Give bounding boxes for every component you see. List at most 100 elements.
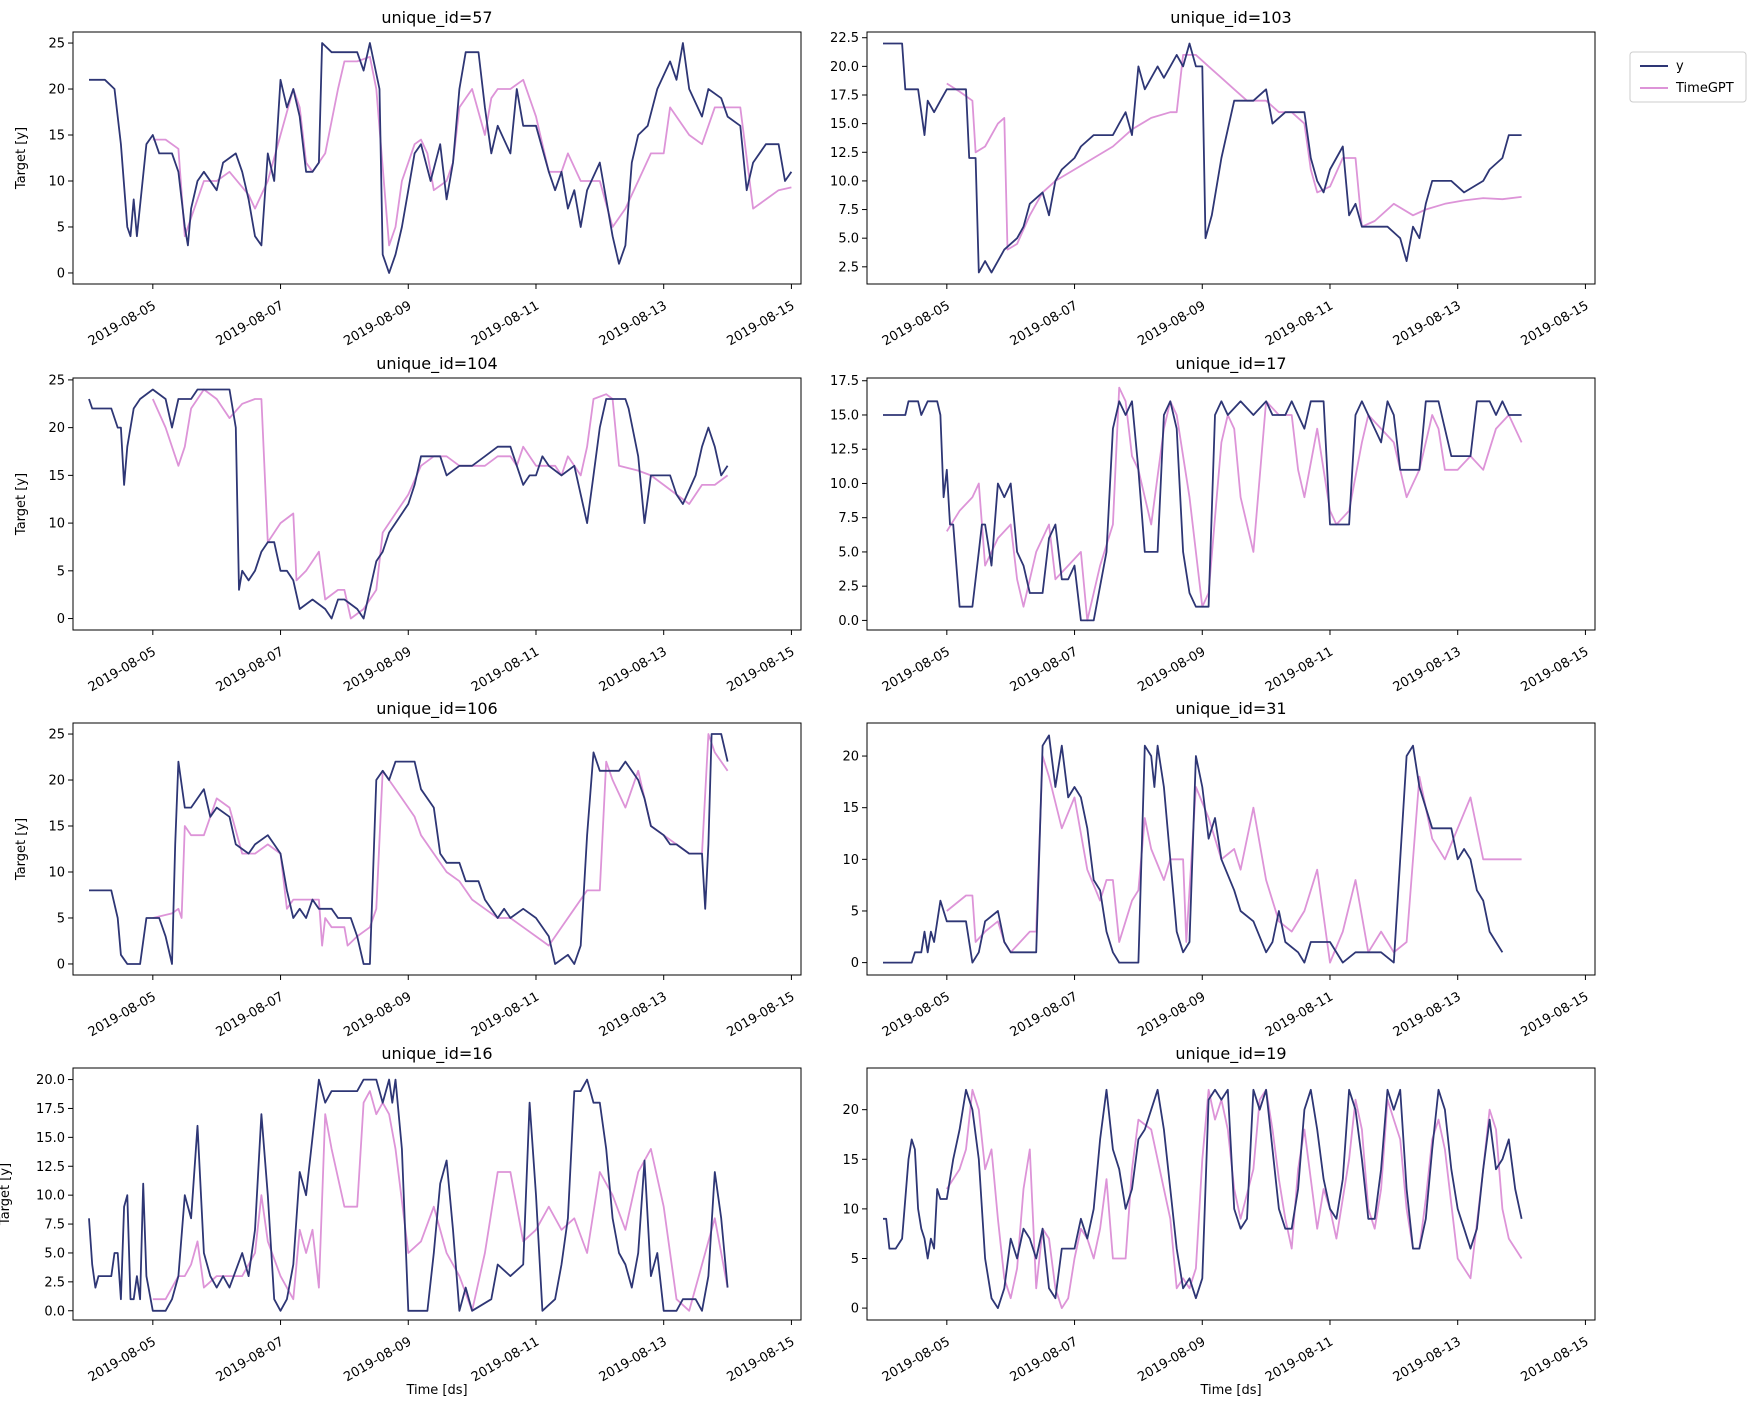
x-tick-label: 2019-08-09: [341, 644, 414, 695]
y-tick-label: 5.0: [838, 545, 859, 560]
x-tick-label: 2019-08-13: [1391, 298, 1464, 349]
legend-label-y: y: [1676, 59, 1684, 74]
series-line-y: [883, 42, 1522, 274]
x-tick-label: 2019-08-07: [214, 644, 287, 695]
y-tick-label: 15.0: [830, 117, 859, 132]
y-tick-label: 2.5: [44, 1275, 65, 1290]
plot-frame: [866, 722, 1596, 976]
x-tick-label: 2019-08-15: [1518, 1334, 1591, 1385]
y-tick-label: 7.5: [44, 1218, 65, 1233]
y-tick-label: 10: [842, 1202, 859, 1217]
y-tick-label: 2.5: [838, 260, 859, 275]
y-tick-label: 10: [842, 853, 859, 868]
legend: y TimeGPT: [1629, 51, 1747, 103]
y-tick-label: 10: [48, 865, 65, 880]
x-tick-label: 2019-08-05: [880, 1334, 953, 1385]
plot-frame: [72, 31, 802, 285]
x-tick-label: 2019-08-05: [86, 989, 159, 1040]
y-tick-label: 5.0: [838, 232, 859, 247]
chart-panels: unique_id=57 0 5 10 15 20 25 2019-08-05 2019-08-…: [0, 8, 1596, 1398]
y-tick-label: 15.0: [830, 408, 859, 423]
panel-title: unique_id=103: [1170, 8, 1291, 28]
y-tick-label: 5: [851, 1252, 859, 1267]
x-tick-label: 2019-08-09: [341, 1334, 414, 1385]
x-tick-label: 2019-08-05: [880, 989, 953, 1040]
panel-title: unique_id=17: [1175, 354, 1286, 374]
chart-panel-7: unique_id=16 0.0 2.5 5.0 7.5 10.0 12.5 15.0 17.5…: [0, 1044, 802, 1398]
y-tick-label: 20: [842, 1103, 859, 1118]
series-line-timegpt: [946, 54, 1522, 251]
series-line-timegpt: [152, 1090, 729, 1312]
y-tick-label: 17.5: [830, 89, 859, 104]
legend-label-timegpt: TimeGPT: [1675, 81, 1734, 96]
x-tick-label: 2019-08-11: [1263, 298, 1336, 349]
y-axis-label: Target [y]: [14, 473, 29, 536]
y-tick-label: 15: [48, 469, 65, 484]
series-line-timegpt: [152, 733, 729, 947]
y-tick-label: 5.0: [44, 1246, 65, 1261]
y-tick-label: 7.5: [838, 511, 859, 526]
series-line-y: [88, 388, 729, 620]
y-axis-label: Target [y]: [0, 1163, 13, 1226]
series-line-y: [89, 42, 793, 274]
x-axis-label: Time [ds]: [1199, 1383, 1261, 1398]
y-axis-label: Target [y]: [14, 818, 29, 881]
x-tick-label: 2019-08-15: [724, 989, 797, 1040]
y-tick-label: 0.0: [44, 1304, 65, 1319]
y-tick-label: 15: [842, 801, 859, 816]
legend-frame: [1629, 51, 1747, 103]
x-tick-label: 2019-08-05: [86, 1334, 159, 1385]
y-tick-label: 2.5: [838, 580, 859, 595]
y-tick-label: 5: [851, 904, 859, 919]
plot-frame: [866, 1067, 1596, 1321]
chart-panel-3: unique_id=104 0 5 10 15 20 25 2019-08-05 2019-08…: [14, 354, 802, 695]
x-tick-label: 2019-08-07: [214, 298, 287, 349]
x-tick-label: 2019-08-15: [1518, 298, 1591, 349]
x-tick-label: 2019-08-09: [1135, 298, 1208, 349]
chart-panel-8: unique_id=19 0 5 10 15 20 2019-08-05 2019-08-07…: [842, 1044, 1596, 1398]
plot-frame: [72, 722, 802, 976]
y-tick-label: 25: [48, 728, 65, 743]
panel-title: unique_id=106: [376, 699, 497, 719]
x-tick-label: 2019-08-11: [1263, 1334, 1336, 1385]
y-tick-label: 15: [842, 1153, 859, 1168]
x-tick-label: 2019-08-15: [1518, 644, 1591, 695]
x-tick-label: 2019-08-11: [469, 298, 542, 349]
y-tick-label: 0.0: [838, 614, 859, 629]
x-tick-label: 2019-08-07: [1008, 644, 1081, 695]
panel-title: unique_id=16: [381, 1044, 492, 1064]
x-tick-label: 2019-08-05: [880, 298, 953, 349]
y-tick-label: 20.0: [36, 1073, 65, 1088]
x-tick-label: 2019-08-09: [341, 989, 414, 1040]
x-tick-label: 2019-08-05: [86, 298, 159, 349]
plot-frame: [866, 31, 1596, 285]
x-tick-label: 2019-08-15: [724, 298, 797, 349]
y-tick-label: 17.5: [830, 374, 859, 389]
x-tick-label: 2019-08-15: [724, 644, 797, 695]
y-tick-label: 20: [48, 83, 65, 98]
chart-panel-4: unique_id=17 0.0 2.5 5.0 7.5 10.0 12.5 15.0 17.5…: [830, 354, 1596, 695]
x-tick-label: 2019-08-07: [214, 989, 287, 1040]
x-tick-label: 2019-08-05: [86, 644, 159, 695]
y-tick-label: 0: [851, 1302, 859, 1317]
series-line-y: [883, 1088, 1523, 1309]
y-tick-label: 12.5: [36, 1160, 65, 1175]
y-tick-label: 22.5: [830, 31, 859, 46]
y-tick-label: 5: [57, 911, 65, 926]
x-tick-label: 2019-08-13: [597, 298, 670, 349]
x-tick-label: 2019-08-09: [1135, 644, 1208, 695]
x-tick-label: 2019-08-15: [1518, 989, 1591, 1040]
y-tick-label: 15.0: [36, 1131, 65, 1146]
y-tick-label: 0: [57, 612, 65, 627]
x-tick-label: 2019-08-09: [1135, 989, 1208, 1040]
plot-frame: [72, 1067, 802, 1321]
panel-title: unique_id=19: [1175, 1044, 1286, 1064]
x-tick-label: 2019-08-11: [1263, 644, 1336, 695]
y-tick-label: 0: [57, 266, 65, 281]
y-tick-label: 10: [48, 517, 65, 532]
y-tick-label: 12.5: [830, 146, 859, 161]
y-tick-label: 12.5: [830, 443, 859, 458]
series-line-y: [883, 734, 1504, 964]
y-tick-label: 0: [851, 956, 859, 971]
x-tick-label: 2019-08-09: [341, 298, 414, 349]
